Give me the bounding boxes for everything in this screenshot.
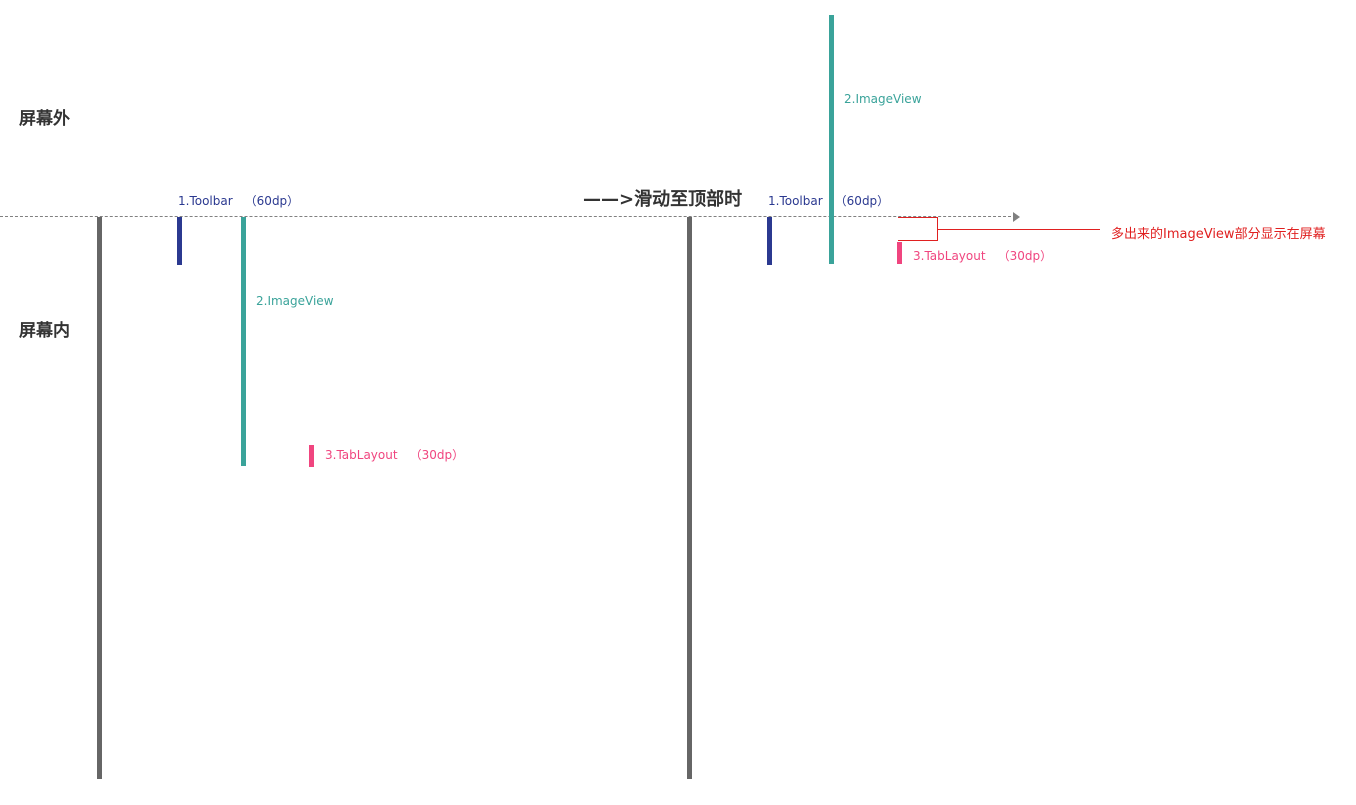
annotation-leader-line bbox=[938, 229, 1100, 230]
right-tablayout-label: 3.TabLayout （30dp） bbox=[913, 247, 1052, 264]
left-imageview-label: 2.ImageView bbox=[256, 294, 334, 308]
scroll-to-top-heading: ——>滑动至顶部时 bbox=[583, 189, 743, 210]
right-toolbar-name: 1.Toolbar bbox=[768, 194, 823, 208]
right-imageview-bar bbox=[829, 15, 834, 264]
left-tablayout-label: 3.TabLayout （30dp） bbox=[325, 446, 464, 463]
left-tablayout-bar bbox=[309, 445, 314, 467]
right-screen-bar bbox=[687, 217, 692, 779]
left-toolbar-bar bbox=[177, 217, 182, 265]
annotation-text: 多出来的ImageView部分显示在屏幕 bbox=[1111, 227, 1326, 242]
right-toolbar-bar bbox=[767, 217, 772, 265]
left-toolbar-size: （60dp） bbox=[244, 194, 300, 208]
left-toolbar-name: 1.Toolbar bbox=[178, 194, 233, 208]
onscreen-region-label: 屏幕内 bbox=[19, 321, 70, 341]
arrow-head-icon bbox=[1013, 212, 1020, 222]
right-tablayout-name: 3.TabLayout bbox=[913, 249, 986, 263]
right-tablayout-bar bbox=[897, 242, 902, 264]
left-imageview-bar bbox=[241, 217, 246, 466]
left-tablayout-size: （30dp） bbox=[409, 448, 465, 462]
left-screen-bar bbox=[97, 217, 102, 779]
offscreen-region-label: 屏幕外 bbox=[19, 109, 70, 129]
right-toolbar-label: 1.Toolbar （60dp） bbox=[768, 192, 889, 209]
left-tablayout-name: 3.TabLayout bbox=[325, 448, 398, 462]
left-toolbar-label: 1.Toolbar （60dp） bbox=[178, 192, 299, 209]
screen-boundary-line bbox=[0, 216, 1016, 217]
annotation-bracket bbox=[898, 217, 938, 241]
right-tablayout-size: （30dp） bbox=[997, 249, 1053, 263]
right-toolbar-size: （60dp） bbox=[834, 194, 890, 208]
right-imageview-label: 2.ImageView bbox=[844, 92, 922, 106]
